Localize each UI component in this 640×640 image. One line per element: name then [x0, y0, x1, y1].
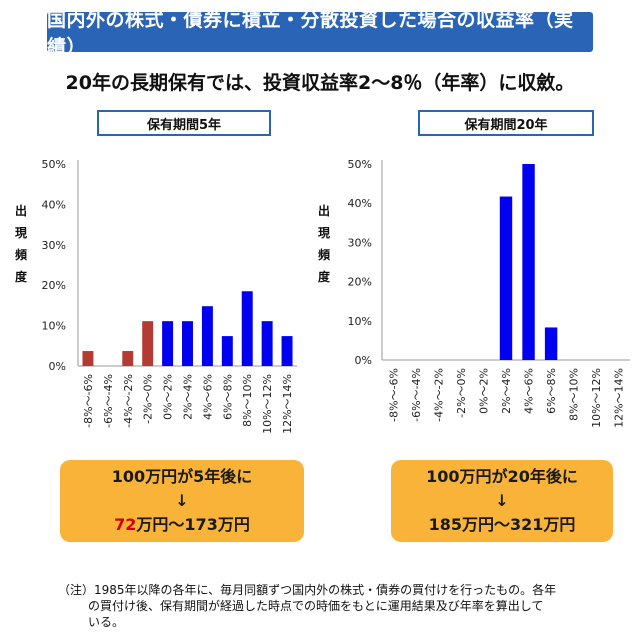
x-tick-label: 10%～12% [590, 368, 603, 428]
y-tick-label: 30% [348, 236, 372, 249]
x-tick-label: 12%～14% [613, 368, 626, 428]
x-tick-label: 2%～4% [182, 374, 195, 420]
bar [522, 164, 535, 360]
bar [182, 321, 193, 366]
x-tick-label: -2%～0% [142, 374, 155, 424]
y-axis-label-5yr: 出現頻度 [14, 204, 27, 284]
x-tick-label: -4%～-2% [432, 368, 445, 422]
y-tick-label: 0% [355, 354, 372, 367]
bar [241, 291, 253, 366]
subtitle: 20年の長期保有では、投資収益率2～8％（年率）に収斂。 [65, 72, 575, 94]
x-tick-label: 12%～14% [281, 374, 294, 434]
x-tick-label: 6%～8% [221, 374, 234, 420]
bar [281, 336, 293, 366]
y-tick-label: 20% [42, 279, 66, 292]
result-line-5yr: 100万円が5年後に [111, 467, 253, 486]
x-tick-label: -4%～-2% [122, 374, 135, 428]
y-axis-label-20yr: 出現頻度 [317, 204, 330, 284]
x-tick-label: -8%～-6% [82, 374, 95, 428]
x-tick-label: -6%～-4% [410, 368, 423, 422]
bar [544, 327, 558, 360]
result-low-value: 72 [114, 515, 137, 534]
charts-canvas: 0% 10% 20% 30% 40% 50% -8%～-6% -6%～-4% -4%～-2% -2… [42, 158, 630, 434]
bar [261, 321, 273, 366]
down-arrow-icon: ↓ [495, 491, 509, 510]
result-range-5yr: 72万円～173万円 [114, 515, 250, 534]
result-range-20yr: 185万円～321万円 [428, 515, 576, 534]
chart-title-5yr: 保有期間5年 [97, 110, 271, 136]
y-tick-label: 50% [42, 158, 66, 171]
bar [499, 196, 513, 360]
down-arrow-icon: ↓ [175, 491, 189, 510]
y-tick-label: 40% [42, 198, 66, 211]
result-box-5yr: 100万円が5年後に ↓ 72万円～173万円 [60, 460, 304, 542]
y-tick-label: 30% [42, 239, 66, 252]
y-tick-label: 10% [348, 315, 372, 328]
bar [201, 306, 213, 366]
y-tick-label: 10% [42, 320, 66, 333]
x-tick-label: -8%～-6% [387, 368, 400, 422]
chart-title-20yr: 保有期間20年 [418, 110, 594, 136]
x-tick-label: 0%～2% [477, 368, 490, 414]
x-tick-label: 2%～4% [500, 368, 513, 414]
bar [142, 321, 154, 366]
result-line-20yr: 100万円が20年後に [426, 467, 578, 486]
x-tick-label: -6%～-4% [102, 374, 115, 428]
x-tick-label: 10%～12% [261, 374, 274, 434]
y-tick-label: 40% [348, 197, 372, 210]
x-tick-label: 4%～6% [523, 368, 536, 414]
x-tick-label: 0%～2% [162, 374, 175, 420]
bar [122, 351, 134, 366]
result-box-20yr: 100万円が20年後に ↓ 185万円～321万円 [391, 460, 613, 542]
footnote: （注）1985年以降の各年に、毎月同額ずつ国内外の株式・債券の買付けを行ったもの… [58, 583, 557, 629]
y-tick-label: 0% [49, 360, 66, 373]
x-tick-label: -2%～0% [455, 368, 468, 418]
y-tick-label: 20% [348, 276, 372, 289]
x-tick-label: 6%～8% [545, 368, 558, 414]
y-tick-label: 50% [348, 158, 372, 171]
header-banner: 国内外の株式・債券に積立・分散投資した場合の収益率（実績） [47, 9, 593, 58]
bar [221, 336, 233, 366]
bar [162, 321, 174, 366]
x-tick-label: 4%～6% [201, 374, 214, 420]
x-tick-label: 8%～10% [568, 368, 581, 421]
x-tick-label: 8%～10% [241, 374, 254, 427]
bar [82, 351, 94, 366]
